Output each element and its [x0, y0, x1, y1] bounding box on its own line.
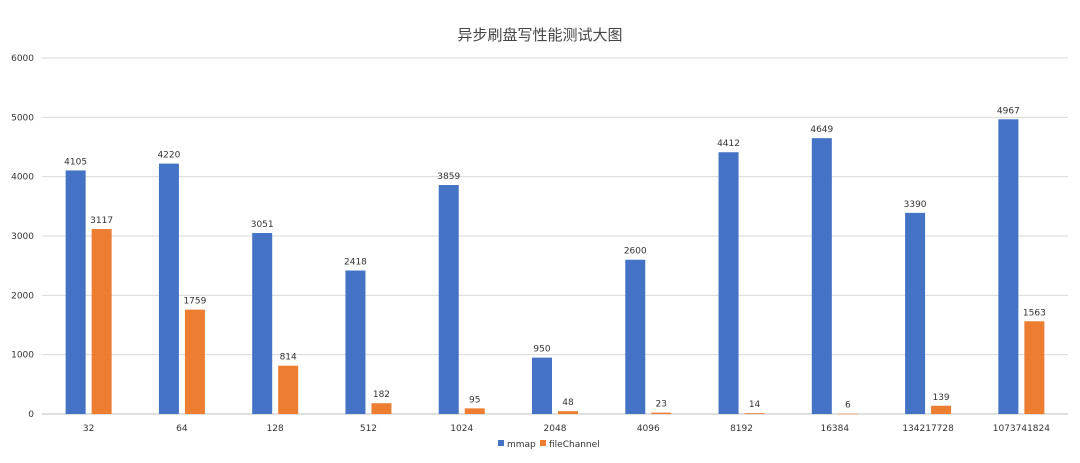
bar-fileChannel	[558, 411, 578, 414]
data-label-fileChannel: 14	[749, 400, 761, 410]
data-label-mmap: 4649	[810, 125, 833, 135]
data-label-mmap: 2600	[624, 247, 647, 257]
data-label-fileChannel: 814	[280, 353, 297, 363]
data-label-fileChannel: 139	[932, 393, 949, 403]
x-tick-label: 32	[83, 424, 94, 434]
bar-fileChannel	[371, 403, 392, 414]
bar-mmap	[718, 152, 739, 415]
bar-fileChannel	[931, 405, 952, 414]
data-label-fileChannel: 1759	[183, 297, 206, 307]
data-label-fileChannel: 23	[656, 400, 667, 410]
x-tick-label: 64	[176, 424, 188, 434]
y-axis-ticks: 0 1000 2000 3000 4000 5000 6000	[11, 54, 34, 420]
bar-mmap	[811, 138, 832, 414]
y-tick-label: 4000	[11, 173, 34, 183]
bar-mmap	[998, 119, 1019, 415]
x-axis-ticks: 32 64 128 512 1024 2048 4096 8192 16384 134217728…	[83, 424, 1050, 434]
bar-mmap	[345, 270, 366, 414]
x-tick-label: 16384	[820, 424, 849, 434]
y-tick-label: 3000	[11, 232, 34, 242]
bar-mmap	[158, 163, 179, 414]
bar-fileChannel	[1024, 321, 1045, 414]
x-tick-label: 4096	[637, 424, 660, 434]
chart-title: 异步刷盘写性能测试大图	[457, 26, 622, 44]
data-label-mmap: 950	[533, 345, 550, 355]
x-tick-label: 1024	[450, 424, 473, 434]
y-tick-label: 1000	[11, 351, 34, 361]
data-label-mmap: 4220	[157, 151, 180, 161]
data-labels: 4105 3117 4220 1759 3051 814 2418 182 3859 95 950 4…	[64, 106, 1046, 410]
data-label-fileChannel: 95	[469, 395, 480, 405]
legend-swatch-fileChannel	[540, 440, 546, 446]
bar-mmap	[532, 357, 552, 414]
bar-fileChannel	[184, 309, 205, 414]
bar-fileChannel	[744, 413, 765, 414]
data-label-mmap: 4105	[64, 157, 87, 167]
x-tick-label: 1073741824	[993, 424, 1051, 434]
data-label-mmap: 4967	[997, 106, 1020, 116]
x-tick-label: 128	[267, 424, 284, 434]
legend-label-mmap: mmap	[507, 440, 536, 450]
legend: mmap fileChannel	[498, 440, 600, 450]
data-label-fileChannel: 48	[562, 398, 574, 408]
bar-fileChannel	[91, 229, 112, 414]
y-tick-label: 6000	[11, 54, 34, 64]
bar-mmap	[65, 170, 86, 414]
y-tick-label: 5000	[11, 113, 34, 123]
data-label-mmap: 3859	[437, 172, 460, 182]
x-tick-label: 134217728	[902, 424, 954, 434]
bar-fileChannel	[278, 365, 299, 414]
x-tick-label: 2048	[544, 424, 567, 434]
data-label-fileChannel: 6	[845, 401, 851, 411]
legend-label-fileChannel: fileChannel	[549, 440, 600, 450]
gridlines	[42, 57, 1068, 415]
bars	[65, 119, 1045, 415]
legend-swatch-mmap	[498, 440, 504, 446]
y-tick-label: 2000	[11, 291, 34, 301]
data-label-fileChannel: 182	[373, 390, 390, 400]
y-tick-label: 0	[28, 410, 34, 420]
data-label-fileChannel: 3117	[90, 216, 113, 226]
x-tick-label: 8192	[730, 424, 753, 434]
bar-mmap	[625, 259, 646, 414]
data-label-mmap: 2418	[344, 258, 367, 268]
data-label-fileChannel: 1563	[1023, 308, 1046, 318]
bar-fileChannel	[651, 412, 672, 414]
bar-mmap	[438, 185, 459, 414]
bar-mmap	[252, 232, 273, 414]
data-label-mmap: 3051	[251, 220, 274, 230]
bar-mmap	[905, 212, 926, 414]
bar-fileChannel	[464, 408, 485, 414]
data-label-mmap: 3390	[904, 200, 927, 210]
data-label-mmap: 4412	[717, 139, 740, 149]
x-tick-label: 512	[360, 424, 377, 434]
bar-fileChannel	[837, 413, 858, 415]
